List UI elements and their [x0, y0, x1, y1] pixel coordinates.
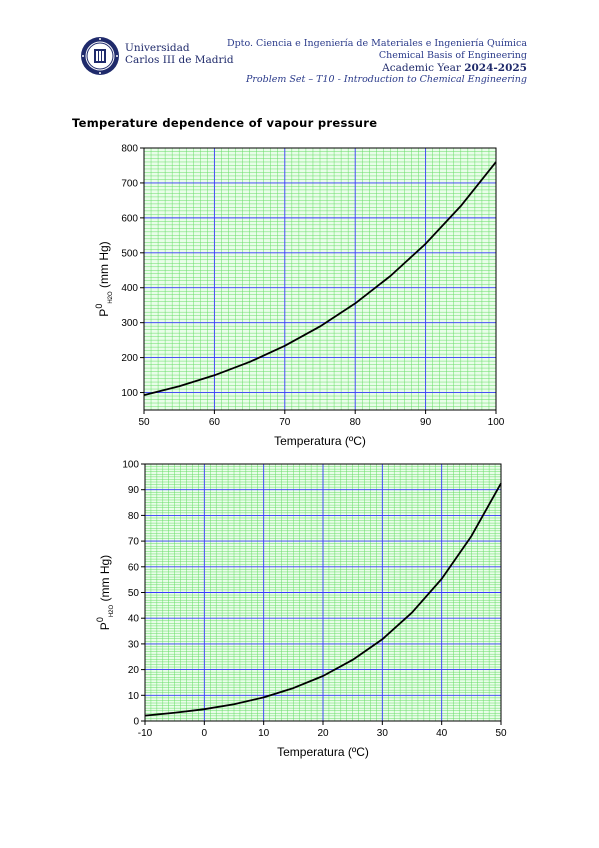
- university-line1: Universidad: [125, 42, 190, 54]
- academic-year: Academic Year 2024-2025: [227, 62, 527, 74]
- y-label-symbol: P: [97, 309, 111, 317]
- tick-labels: 50 60 70 80 90 100 100 200 300 400 500 600 700 800: [121, 144, 504, 429]
- y-tick-label: 200: [121, 353, 138, 364]
- y-tick-label: 100: [122, 460, 139, 471]
- vapour-pressure-curve: [143, 161, 497, 397]
- y-label-unit: (mm Hg): [97, 241, 111, 291]
- y-tick-label: 800: [121, 144, 138, 155]
- x-axis-label: Temperatura (ºC): [274, 434, 366, 448]
- x-tick-label: 80: [350, 417, 362, 428]
- academic-year-value: 2024-2025: [464, 62, 527, 74]
- y-label-superscript: 0: [94, 304, 104, 309]
- y-tick-label: 60: [128, 562, 140, 573]
- x-axis-label: Temperatura (ºC): [277, 745, 369, 759]
- y-label-subscript: H2O: [108, 291, 114, 304]
- y-tick-label: 20: [128, 665, 140, 676]
- y-tick-label: 100: [121, 388, 138, 399]
- problem-set-line: Problem Set – T10 - Introduction to Chem…: [246, 74, 527, 85]
- y-tick-label: 400: [121, 283, 138, 294]
- x-tick-label: 40: [436, 728, 448, 739]
- x-tick-label: 20: [317, 728, 329, 739]
- university-line2: Carlos III de Madrid: [125, 54, 234, 66]
- x-tick-label: 30: [377, 728, 389, 739]
- y-tick-label: 50: [128, 588, 140, 599]
- y-tick-label: 80: [128, 511, 140, 522]
- department-header: Dpto. Ciencia e Ingeniería de Materiales…: [227, 38, 527, 86]
- major-grid: [143, 147, 497, 410]
- y-label-unit: (mm Hg): [98, 555, 112, 605]
- plot-frame: [143, 147, 497, 411]
- y-label-superscript: 0: [95, 617, 105, 622]
- section-title: Temperature dependence of vapour pressur…: [72, 116, 378, 130]
- y-tick-label: 300: [121, 318, 138, 329]
- x-tick-label: 50: [495, 728, 507, 739]
- y-tick-label: 40: [128, 614, 140, 625]
- y-tick-label: 10: [128, 691, 140, 702]
- y-tick-label: 0: [133, 717, 139, 728]
- y-tick-label: 90: [128, 485, 140, 496]
- x-tick-label: 50: [138, 417, 150, 428]
- y-label-symbol: P: [98, 622, 112, 630]
- y-tick-label: 70: [128, 537, 140, 548]
- y-tick-label: 700: [121, 178, 138, 189]
- vapour-pressure-curve: [144, 482, 502, 717]
- x-tick-label: 100: [488, 417, 505, 428]
- y-tick-label: 600: [121, 213, 138, 224]
- x-tick-label: 0: [202, 728, 208, 739]
- course-name: Chemical Basis of Engineering: [378, 50, 527, 61]
- vapour-pressure-chart-high: 50 60 70 80 90 100 100 200 300 400 500 600 700 800 Tem…: [94, 144, 505, 449]
- x-tick-label: -10: [138, 728, 153, 739]
- x-tick-label: 10: [258, 728, 270, 739]
- y-label-subscript: H2O: [109, 604, 115, 617]
- university-seal-logo-icon: [81, 37, 119, 75]
- university-name: Universidad Carlos III de Madrid: [125, 42, 234, 66]
- y-tick-label: 30: [128, 639, 140, 650]
- x-tick-label: 90: [420, 417, 432, 428]
- academic-year-label: Academic Year: [382, 62, 465, 74]
- x-tick-label: 60: [209, 417, 221, 428]
- y-tick-label: 500: [121, 248, 138, 259]
- x-tick-label: 70: [279, 417, 291, 428]
- department-line: Dpto. Ciencia e Ingeniería de Materiales…: [226, 38, 527, 49]
- y-axis-label: P0 H2O (mm Hg): [94, 241, 114, 316]
- y-axis-label: P0 H2O (mm Hg): [95, 555, 115, 630]
